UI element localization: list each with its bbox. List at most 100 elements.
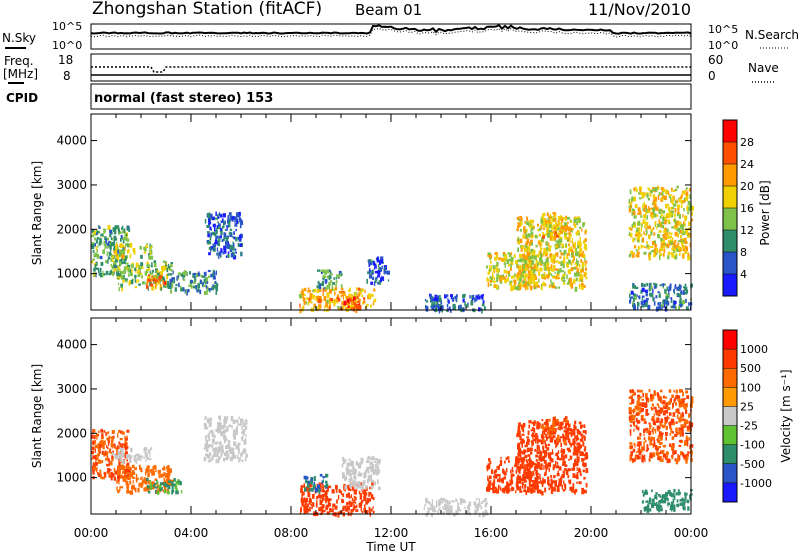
velocity-cell: [649, 508, 652, 511]
velocity-cell: [103, 430, 105, 433]
velocity-cell: [667, 452, 669, 454]
velocity-cell: [345, 509, 347, 511]
power-cell: [515, 260, 518, 264]
velocity-cell: [549, 428, 551, 431]
velocity-cell: [563, 456, 565, 459]
power-cell: [508, 274, 510, 277]
velocity-cell: [675, 458, 677, 461]
power-cell: [574, 244, 576, 248]
power-cell: [572, 238, 573, 243]
velocity-cell: [304, 487, 307, 491]
power-cell: [685, 246, 687, 249]
power-cell: [649, 283, 651, 286]
power-cell: [210, 233, 212, 237]
power-cell: [686, 306, 689, 310]
velocity-cell: [528, 454, 530, 457]
velocity-cell: [558, 471, 559, 475]
velocity-cell: [534, 449, 536, 452]
velocity-cell: [155, 469, 156, 472]
velocity-cell: [342, 493, 344, 497]
velocity-cell: [305, 480, 307, 484]
power-cell: [208, 252, 211, 255]
velocity-cell: [469, 502, 472, 507]
power-cell: [520, 229, 522, 232]
power-cell: [547, 222, 548, 224]
power-cell: [119, 250, 122, 253]
power-cell: [209, 247, 211, 250]
velocity-cell: [558, 450, 559, 454]
velocity-cell: [240, 419, 242, 423]
velocity-cell: [543, 439, 545, 442]
velocity-cell: [98, 446, 99, 450]
velocity-cell: [565, 454, 567, 458]
velocity-cell: [148, 472, 150, 477]
velocity-cell: [495, 490, 496, 493]
velocity-cell: [126, 472, 129, 474]
power-cell: [579, 277, 580, 282]
velocity-cell: [531, 463, 533, 467]
power-cell: [637, 307, 639, 309]
power-cell: [524, 278, 526, 280]
velocity-cell: [349, 471, 351, 474]
power-cell: [100, 234, 103, 237]
velocity-cell: [651, 490, 653, 493]
velocity-cell: [685, 420, 688, 424]
velocity-cell: [557, 485, 559, 489]
power-cell: [635, 287, 638, 289]
power-cell: [106, 271, 109, 275]
power-cell: [492, 272, 493, 277]
power-cell: [550, 214, 551, 217]
power-cell: [642, 206, 644, 208]
freq-panel: Freq. [MHz] 18 8 60 0 Nave: [3, 53, 779, 83]
velocity-cell: [642, 393, 644, 397]
power-cell: [233, 243, 235, 247]
power-cell: [634, 215, 637, 218]
velocity-cell: [673, 412, 676, 417]
power-cell: [681, 194, 683, 198]
power-cell: [104, 243, 107, 246]
velocity-cell: [644, 507, 646, 511]
velocity-cell: [518, 434, 520, 437]
velocity-cell: [629, 407, 632, 411]
velocity-cell: [98, 459, 100, 461]
power-cell: [98, 225, 100, 228]
power-cell: [148, 256, 150, 260]
power-cell: [541, 275, 543, 278]
velocity-cell: [543, 465, 544, 470]
velocity-cell: [114, 468, 116, 473]
velocity-cell: [445, 499, 447, 503]
velocity-cell: [672, 403, 674, 408]
velocity-cell: [522, 427, 524, 431]
power-cell: [166, 262, 167, 265]
power-cell: [207, 231, 210, 233]
noise-panel: N.Sky 10^5 10^0 10^5 10^0 N.Search: [2, 20, 799, 52]
power-cell: [319, 284, 321, 289]
velocity-cell: [176, 481, 178, 485]
power-cell: [378, 270, 380, 275]
power-cell: [223, 246, 226, 251]
velocity-cell: [223, 458, 225, 462]
power-cell: [666, 245, 669, 247]
velocity-cell: [241, 460, 243, 462]
power-cell: [185, 271, 187, 275]
velocity-cell: [441, 501, 443, 503]
velocity-cell: [538, 425, 540, 428]
power-cell: [194, 277, 196, 281]
velocity-cell: [673, 489, 675, 492]
power-cell: [635, 234, 638, 237]
velocity-cell: [425, 498, 428, 501]
power-cell: [377, 258, 380, 262]
power-cell: [645, 302, 648, 307]
power-cell: [326, 296, 327, 298]
power-cell: [656, 307, 659, 312]
power-cell: [650, 286, 652, 289]
power-cell: [482, 303, 485, 306]
power-cell: [137, 269, 139, 274]
power-cell: [634, 238, 635, 241]
velocity-cell: [565, 416, 568, 419]
power-cell: [178, 272, 181, 275]
velocity-cell: [120, 459, 122, 462]
velocity-cell: [110, 461, 113, 466]
velocity-cell: [329, 508, 332, 512]
